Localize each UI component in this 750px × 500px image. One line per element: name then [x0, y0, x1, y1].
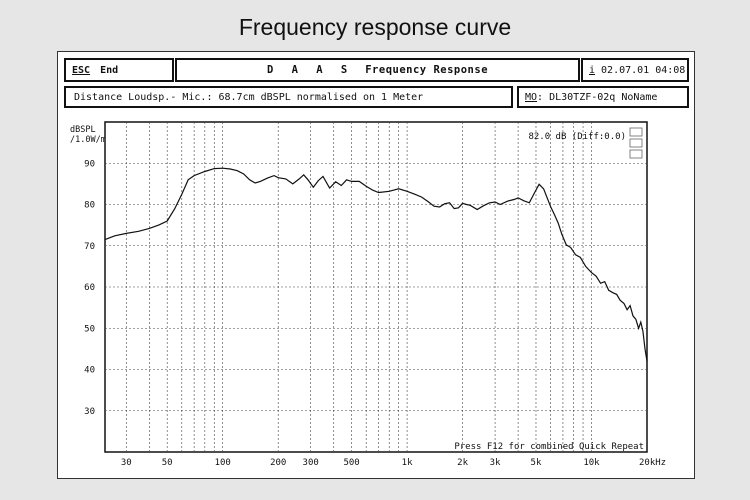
datetime: 02.07.01 04:08 — [601, 64, 686, 76]
x-tick-label: 300 — [303, 458, 319, 468]
daas-window: ESC End D A A S Frequency Response i 02.… — [57, 51, 695, 479]
esc-key-label: ESC — [72, 64, 91, 76]
model-box[interactable]: MO : DL30TZF-02q NoName — [517, 86, 689, 108]
y-tick-label: 30 — [84, 407, 95, 417]
y-unit-sublabel: /1.0W/m — [70, 135, 106, 145]
model-key-label: MO — [525, 91, 538, 103]
scroll-button-2[interactable] — [629, 138, 643, 148]
page-title: Frequency response curve — [238, 14, 512, 40]
x-tick-label: 5k — [531, 458, 542, 468]
x-tick-label: 20kHz — [639, 458, 666, 468]
x-tick-label: 100 — [215, 458, 231, 468]
title-bar: D A A S Frequency Response — [175, 58, 580, 82]
x-tick-label: 200 — [270, 458, 286, 468]
measurement-text: Distance Loudsp.- Mic.: 68.7cm dBSPL nor… — [74, 91, 424, 103]
y-tick-label: 90 — [84, 159, 95, 169]
end-label: End — [100, 64, 119, 76]
y-tick-label: 50 — [84, 324, 95, 334]
y-tick-label: 80 — [84, 201, 95, 211]
info-datetime-box[interactable]: i 02.07.01 04:08 — [581, 58, 689, 82]
frequency-response-plot: 30 40 50 60 70 80 90 30 50 100 200 300 500 1k 2k 3k 5k 1… — [70, 121, 666, 468]
window-title: Frequency Response — [365, 64, 489, 76]
info-key-label: i — [589, 64, 596, 76]
x-tick-label: 500 — [343, 458, 359, 468]
scroll-button-1[interactable] — [629, 127, 643, 137]
scroll-buttons[interactable] — [629, 127, 643, 159]
x-tick-label: 10k — [583, 458, 600, 468]
y-tick-labels: 30 40 50 60 70 80 90 — [84, 159, 95, 417]
x-tick-label: 50 — [162, 458, 173, 468]
measurement-info: Distance Loudsp.- Mic.: 68.7cm dBSPL nor… — [64, 86, 513, 108]
plot-frame — [104, 121, 648, 453]
x-tick-label: 3k — [490, 458, 501, 468]
model-name: : DL30TZF-02q NoName — [537, 91, 658, 103]
y-unit-label: dBSPL — [70, 125, 96, 135]
response-curve — [104, 167, 648, 362]
x-tick-label: 1k — [402, 458, 413, 468]
brand-name: D A A S — [266, 64, 354, 76]
status-hint: Press F12 for combined Quick Repeat — [454, 442, 644, 452]
y-tick-label: 70 — [84, 242, 95, 252]
level-readout: 82.0 dB (Diff:0.0) — [528, 132, 626, 142]
esc-end-button[interactable]: ESC End — [64, 58, 174, 82]
x-tick-label: 30 — [121, 458, 132, 468]
grid-lines — [105, 122, 647, 452]
y-tick-label: 40 — [84, 366, 95, 376]
x-tick-label: 2k — [457, 458, 468, 468]
x-tick-labels: 30 50 100 200 300 500 1k 2k 3k 5k 10k 20kHz — [121, 458, 666, 468]
scroll-button-3[interactable] — [629, 149, 643, 159]
y-tick-label: 60 — [84, 283, 95, 293]
